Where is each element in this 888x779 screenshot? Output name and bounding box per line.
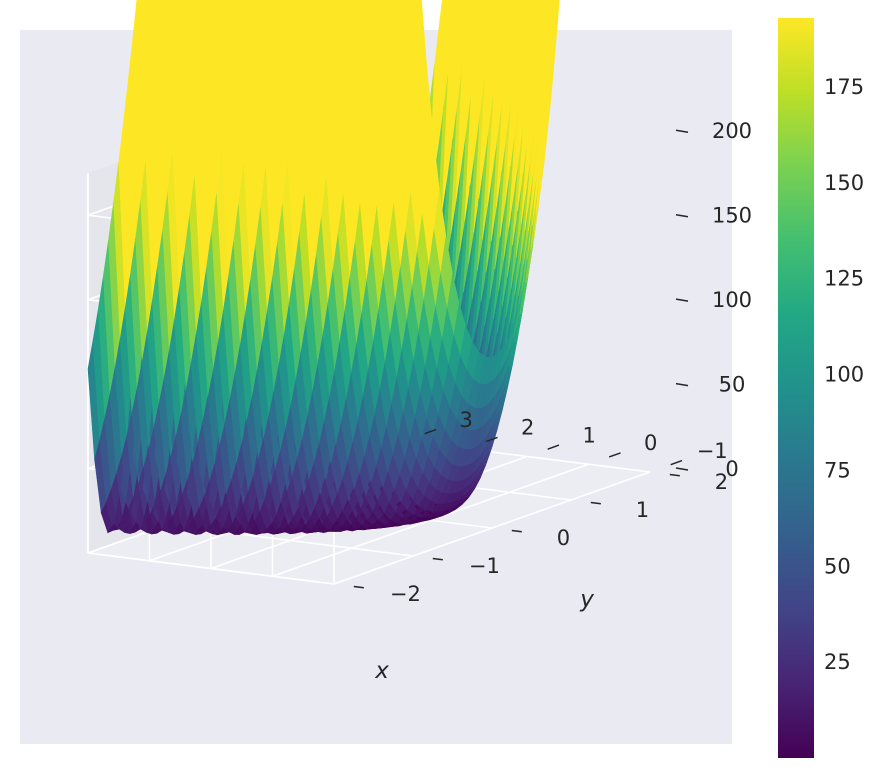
y-axis-label: y: [579, 587, 594, 613]
y-tick-mark: [547, 444, 560, 450]
surface-patch: [516, 0, 523, 50]
x-tick-label: −1: [469, 554, 500, 578]
surface-patch: [534, 0, 538, 29]
z-tick-mark: [675, 382, 689, 387]
x-tick-mark: [432, 557, 443, 561]
surface-patch: [471, 0, 479, 89]
y-tick-label: 3: [460, 408, 473, 432]
surface-patch: [553, 0, 558, 29]
surface-patch: [457, 0, 466, 101]
z-tick-label: 0: [725, 457, 738, 481]
surface-patch: [453, 0, 457, 22]
surface-patch: [548, 0, 557, 74]
y-tick-mark: [608, 452, 621, 458]
surface-patch: [467, 0, 470, 16]
surface-patch: [497, 0, 508, 133]
surface-patch: [552, 0, 560, 66]
surface-patch: [476, 0, 482, 47]
y-tick-mark: [670, 459, 683, 466]
surface: [87, 0, 560, 536]
colorbar-tick-label: 100: [824, 363, 864, 387]
surface-patch: [438, 0, 448, 144]
z-tick-label: 200: [712, 119, 752, 143]
colorbar-tick-label: 25: [824, 650, 851, 674]
surface-patch: [490, 0, 494, 26]
x-tick-mark: [353, 585, 364, 589]
y-tick-mark: [424, 428, 437, 435]
colorbar-tick-label: 75: [824, 458, 851, 482]
z-tick-mark: [675, 298, 689, 302]
surface-patch: [537, 0, 544, 52]
y-tick-label: −1: [697, 439, 728, 463]
surface-patch: [525, 0, 531, 44]
colorbar-tick-labels: 25 50 75 100 125 150 175: [824, 75, 864, 674]
surface-patch: [479, 0, 489, 111]
surface-patch: [550, 0, 554, 29]
z-tick-labels: 0 50 100 150 200: [712, 119, 752, 481]
surface-patch: [523, 0, 534, 116]
grid-line-y-floor: [272, 463, 589, 578]
surface-patch: [448, 0, 455, 65]
surface-patch: [493, 0, 502, 85]
tick-marks: [353, 129, 689, 589]
z-tick-label: 50: [719, 373, 746, 397]
surface-patch: [452, 0, 462, 140]
y-tick-label: 1: [583, 424, 596, 448]
surface-patch: [520, 0, 528, 87]
colorbar-tick-label: 125: [824, 267, 864, 291]
x-tick-mark: [511, 529, 522, 533]
z-tick-mark: [675, 129, 689, 133]
z-tick-mark: [675, 467, 689, 471]
y-tick-label: 2: [521, 416, 534, 440]
y-tick-mark: [485, 436, 498, 443]
z-tick-label: 100: [712, 288, 752, 312]
grid-line-y-floor: [333, 471, 651, 585]
surface-patch: [466, 0, 476, 129]
surface-patch: [481, 0, 483, 2]
surface-patch: [542, 0, 545, 6]
surface-patch: [521, 0, 523, 5]
y-tick-label: 0: [644, 431, 657, 455]
surface-patch: [512, 0, 514, 5]
x-axis-label: x: [374, 658, 389, 684]
surface-patch: [488, 0, 499, 125]
x-tick-label: −2: [390, 582, 421, 606]
z-tick-label: 150: [712, 204, 752, 228]
z-tick-mark: [675, 213, 689, 218]
surface-patch: [462, 0, 469, 60]
x-tick-labels: −2 −1 0 1 2: [390, 470, 728, 606]
surface-patch: [498, 0, 505, 42]
surface-patch: [485, 0, 492, 69]
surface-patch: [532, 0, 542, 95]
colorbar-tick-label: 50: [824, 554, 851, 578]
surface-patch: [529, 0, 537, 73]
x-tick-label: 1: [636, 498, 649, 522]
surface-patch: [545, 0, 553, 74]
colorbar: [778, 18, 814, 758]
grid-line-z-left: [87, 552, 335, 585]
surface-patch: [546, 0, 550, 21]
x-tick-label: 2: [715, 470, 728, 494]
y-tick-labels: −1 0 1 2 3: [460, 408, 728, 463]
surface-patch: [541, 0, 549, 67]
surface-patch: [502, 0, 511, 93]
surface-patch: [443, 0, 452, 106]
x-tick-mark: [669, 473, 680, 477]
colorbar-tick-label: 150: [824, 171, 864, 195]
surface-patch: [507, 0, 514, 50]
colorbar-tick-label: 175: [824, 75, 864, 99]
x-tick-mark: [590, 501, 601, 505]
x-tick-label: 0: [557, 526, 570, 550]
surface-patch: [511, 0, 520, 93]
